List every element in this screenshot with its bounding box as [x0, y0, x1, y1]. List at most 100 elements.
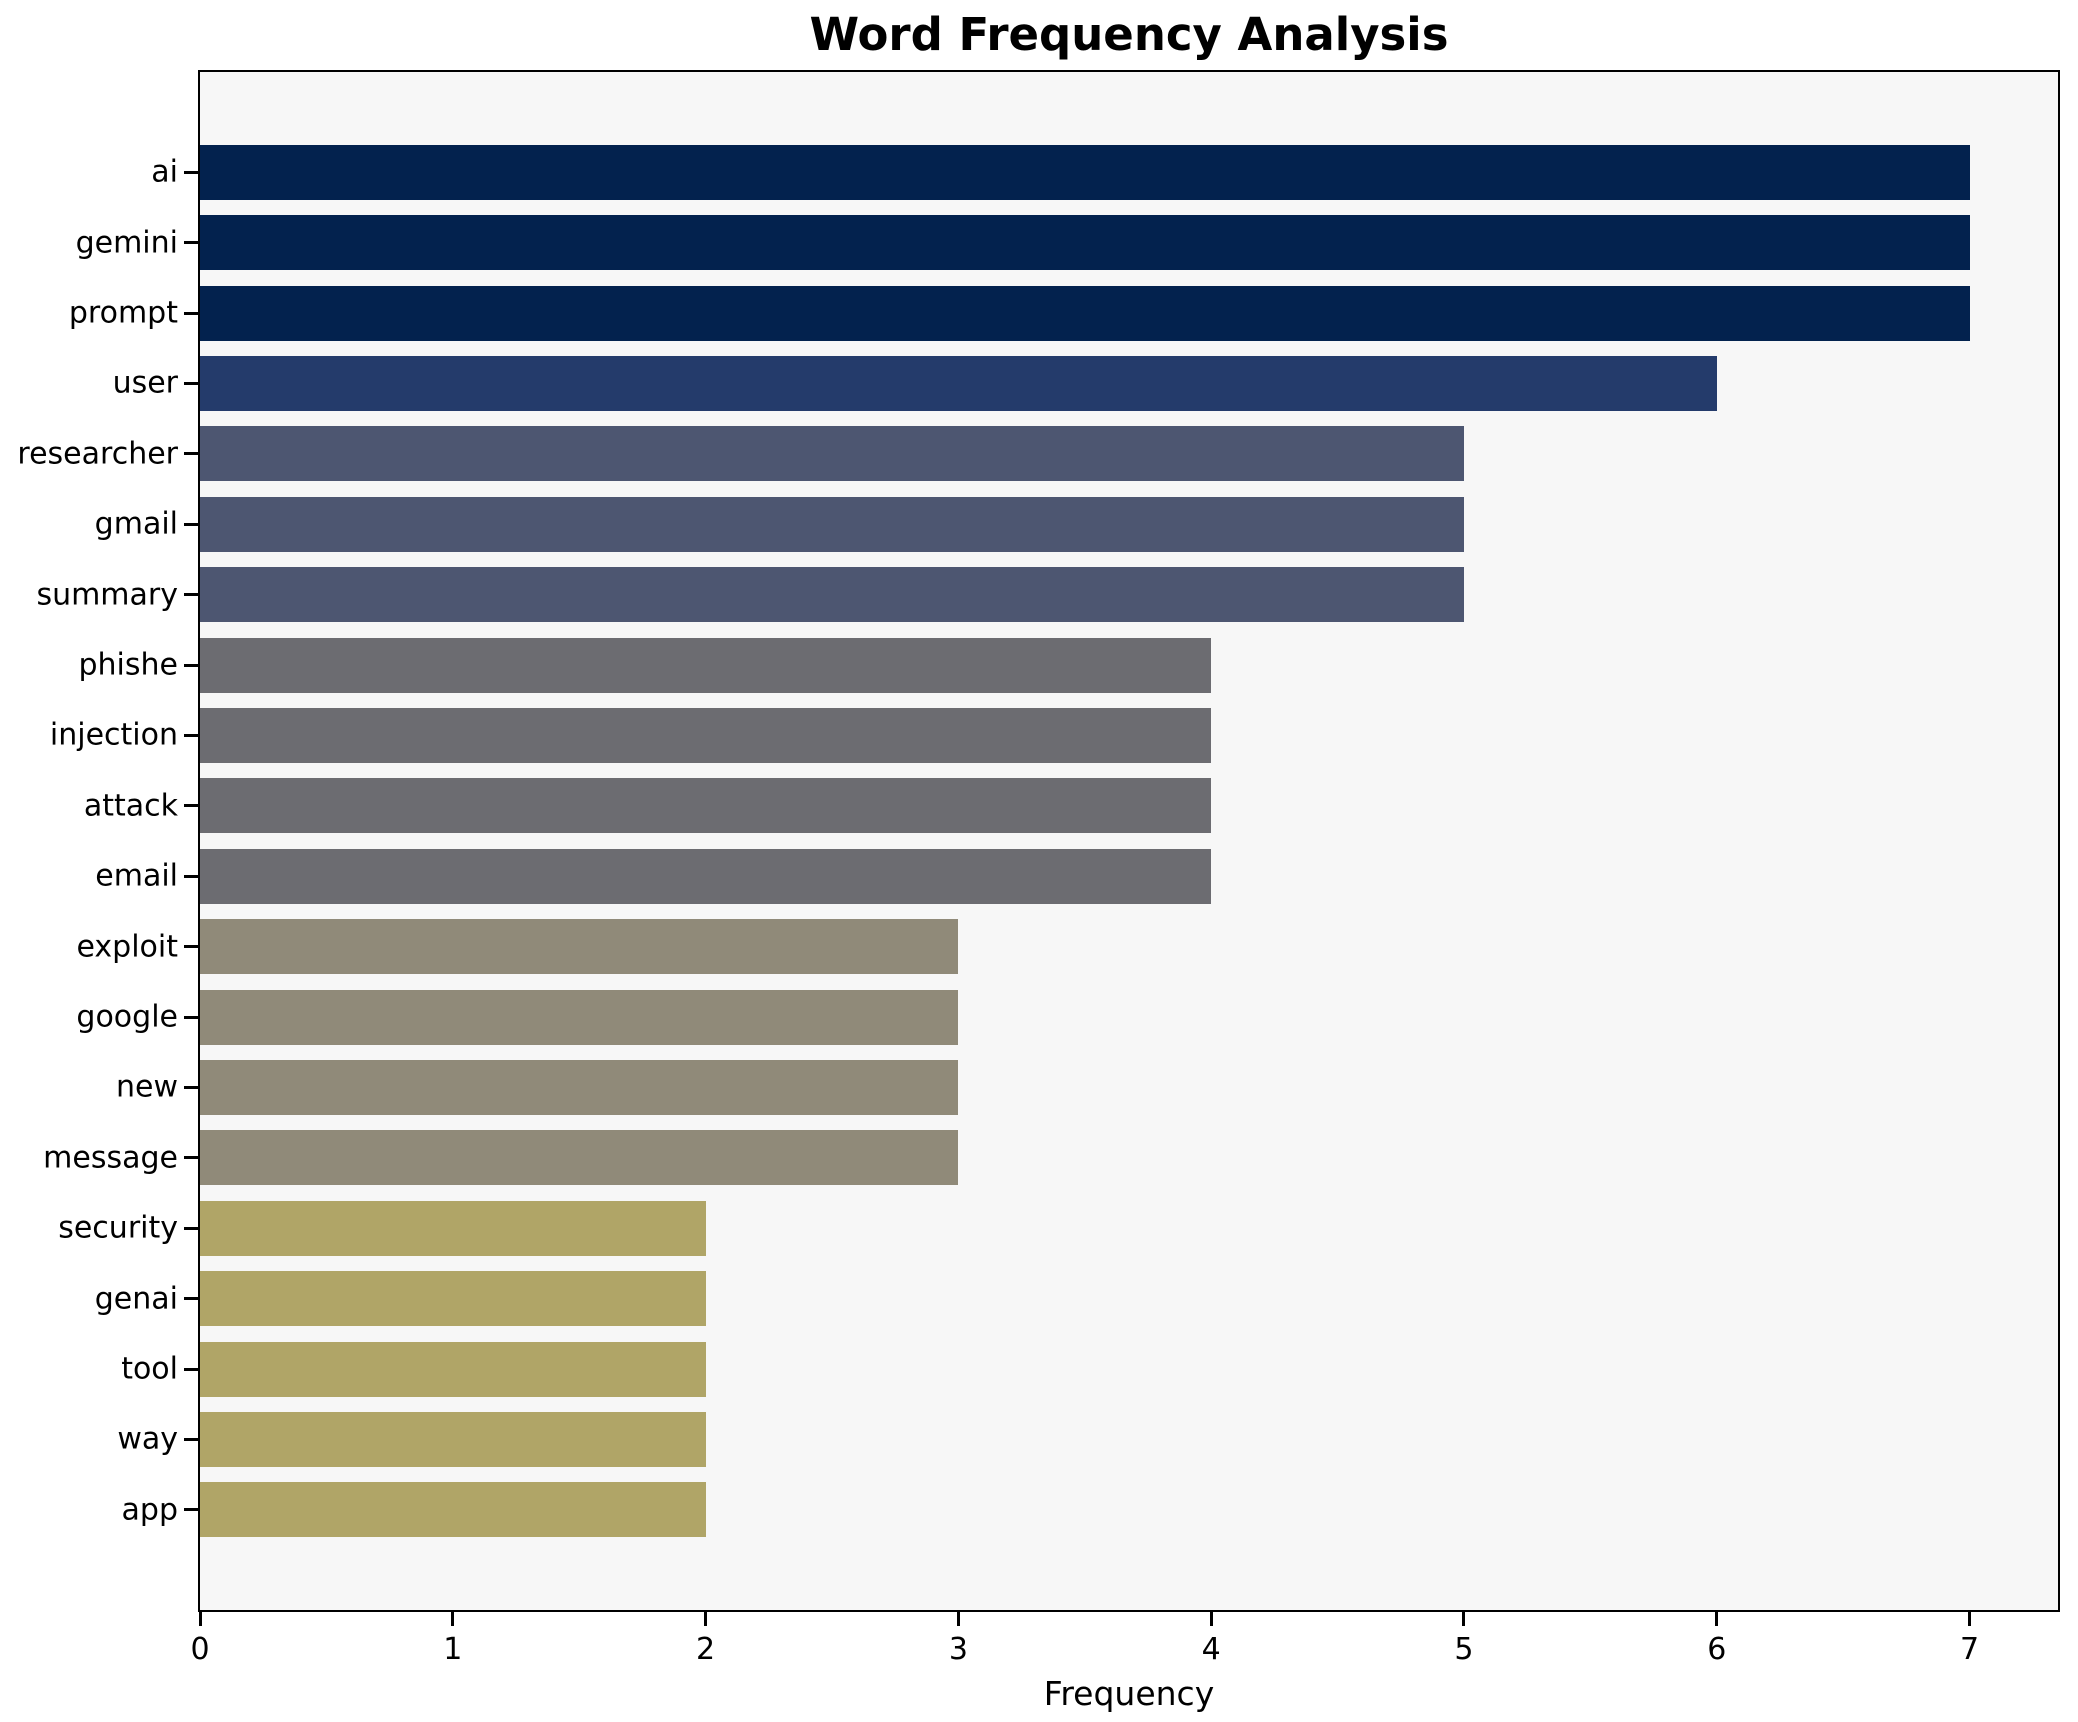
- bar-row: [200, 1404, 2058, 1474]
- y-tick-mark: [184, 874, 198, 878]
- y-tick-mark: [184, 663, 198, 667]
- x-tick-mark: [1462, 1612, 1466, 1626]
- y-tick-label-prompt: prompt: [68, 295, 178, 331]
- y-tick-label-google: google: [76, 999, 178, 1035]
- y-tick-mark: [184, 1015, 198, 1019]
- bar-row: [200, 1193, 2058, 1263]
- bar-message: [200, 1130, 959, 1186]
- y-tick-label-gmail: gmail: [94, 506, 178, 542]
- y-tick-mark: [184, 1156, 198, 1160]
- y-tick-label-genai: genai: [94, 1281, 178, 1317]
- bar-email: [200, 848, 1212, 904]
- bar-ai: [200, 144, 1970, 200]
- y-tick-mark: [184, 241, 198, 245]
- bar-attack: [200, 778, 1212, 834]
- y-tick-mark: [184, 733, 198, 737]
- bar-row: [200, 348, 2058, 418]
- y-tick-mark: [184, 1437, 198, 1441]
- bar-row: [200, 489, 2058, 559]
- x-tick-mark: [451, 1612, 455, 1626]
- y-tick-mark: [184, 1367, 198, 1371]
- bar-row: [200, 559, 2058, 629]
- bar-injection: [200, 707, 1212, 763]
- y-tick-label-user: user: [112, 365, 178, 401]
- y-tick-label-attack: attack: [83, 788, 178, 824]
- y-tick-label-email: email: [95, 858, 178, 894]
- x-tick-mark: [956, 1612, 960, 1626]
- bar-phishe: [200, 637, 1212, 693]
- bar-researcher: [200, 426, 1464, 482]
- bar-row: [200, 419, 2058, 489]
- x-tick-mark: [704, 1612, 708, 1626]
- x-tick-mark: [1209, 1612, 1213, 1626]
- bar-tool: [200, 1341, 706, 1397]
- y-tick-label-message: message: [43, 1140, 178, 1176]
- x-tick-mark: [1715, 1612, 1719, 1626]
- bar-new: [200, 1059, 959, 1115]
- y-tick-label-new: new: [115, 1069, 178, 1105]
- y-tick-mark: [184, 1226, 198, 1230]
- y-tick-mark: [184, 311, 198, 315]
- bar-app: [200, 1482, 706, 1538]
- y-tick-label-phishe: phishe: [78, 647, 179, 683]
- y-tick-label-app: app: [121, 1492, 178, 1528]
- bar-row: [200, 1475, 2058, 1545]
- x-tick-label-3: 3: [948, 1632, 968, 1667]
- bar-row: [200, 207, 2058, 277]
- bar-row: [200, 841, 2058, 911]
- y-tick-mark: [184, 1085, 198, 1089]
- bar-row: [200, 911, 2058, 981]
- bar-row: [200, 278, 2058, 348]
- y-tick-label-exploit: exploit: [76, 929, 178, 965]
- bar-exploit: [200, 919, 959, 975]
- bar-gemini: [200, 215, 1970, 271]
- x-tick-mark: [198, 1612, 202, 1626]
- y-tick-mark: [184, 170, 198, 174]
- y-tick-label-security: security: [58, 1210, 178, 1246]
- x-axis-title: Frequency: [1043, 1674, 1215, 1713]
- x-tick-label-7: 7: [1959, 1632, 1980, 1667]
- x-tick-label-6: 6: [1707, 1632, 1727, 1667]
- y-tick-label-tool: tool: [121, 1351, 178, 1387]
- bar-row: [200, 1052, 2058, 1122]
- bar-row: [200, 982, 2058, 1052]
- x-tick-label-4: 4: [1201, 1632, 1221, 1667]
- y-tick-mark: [184, 522, 198, 526]
- y-tick-mark: [184, 804, 198, 808]
- y-tick-mark: [184, 1297, 198, 1301]
- y-tick-label-way: way: [117, 1421, 178, 1457]
- bar-google: [200, 989, 959, 1045]
- bar-row: [200, 1123, 2058, 1193]
- bar-genai: [200, 1271, 706, 1327]
- y-tick-mark: [184, 381, 198, 385]
- chart-title: Word Frequency Analysis: [809, 8, 1449, 61]
- x-tick-label-2: 2: [696, 1632, 716, 1667]
- bar-summary: [200, 567, 1464, 623]
- bar-prompt: [200, 285, 1970, 341]
- bar-row: [200, 630, 2058, 700]
- bar-gmail: [200, 496, 1464, 552]
- x-tick-label-5: 5: [1454, 1632, 1474, 1667]
- bar-way: [200, 1412, 706, 1468]
- y-tick-mark: [184, 593, 198, 597]
- bar-row: [200, 700, 2058, 770]
- x-tick-mark: [1968, 1612, 1972, 1626]
- y-tick-mark: [184, 945, 198, 949]
- bar-row: [200, 771, 2058, 841]
- y-tick-label-ai: ai: [151, 154, 178, 190]
- x-tick-label-0: 0: [190, 1632, 210, 1667]
- y-tick-label-summary: summary: [36, 577, 178, 613]
- bar-row: [200, 1334, 2058, 1404]
- y-tick-mark: [184, 1508, 198, 1512]
- y-tick-mark: [184, 452, 198, 456]
- y-tick-label-gemini: gemini: [75, 225, 178, 261]
- plot-area: [198, 70, 2060, 1612]
- bar-row: [200, 137, 2058, 207]
- x-tick-label-1: 1: [443, 1632, 463, 1667]
- y-tick-label-injection: injection: [49, 717, 178, 753]
- y-tick-label-researcher: researcher: [17, 436, 178, 472]
- bar-row: [200, 1264, 2058, 1334]
- bar-user: [200, 355, 1717, 411]
- bar-security: [200, 1200, 706, 1256]
